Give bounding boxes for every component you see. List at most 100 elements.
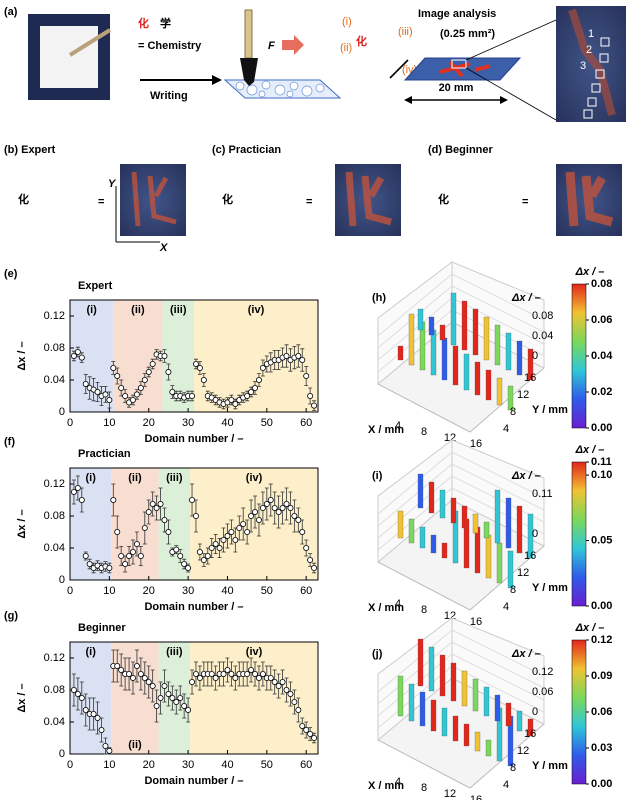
equals: = xyxy=(98,196,104,208)
x-tick-label: 40 xyxy=(221,417,233,429)
point xyxy=(288,691,293,696)
bar-3d xyxy=(418,474,423,508)
point xyxy=(284,353,289,358)
analysis-area: (0.25 mm²) xyxy=(440,28,495,40)
point xyxy=(248,667,253,672)
point xyxy=(138,385,143,390)
bar-3d xyxy=(495,695,500,721)
point xyxy=(158,695,163,700)
point xyxy=(311,565,316,570)
x-tick-label: 8 xyxy=(421,426,427,438)
y-tick-label: 0.04 xyxy=(44,542,65,554)
point xyxy=(193,513,198,518)
y-tick-label: 12 xyxy=(517,745,529,757)
colorbar-tick-label: 0.12 xyxy=(591,634,612,646)
x-tick-label: 10 xyxy=(103,417,115,429)
bar-3d xyxy=(451,663,456,701)
point xyxy=(130,397,135,402)
point xyxy=(119,385,124,390)
point xyxy=(197,365,202,370)
point xyxy=(71,489,76,494)
colorbar-title: Δx / – xyxy=(575,444,605,456)
point xyxy=(229,671,234,676)
point xyxy=(213,541,218,546)
point xyxy=(189,679,194,684)
y-tick-label: 0.04 xyxy=(44,374,65,386)
z-tick-label: 0.06 xyxy=(532,686,553,698)
domain-number: 2 xyxy=(586,44,592,56)
point xyxy=(115,529,120,534)
chart-title: Expert xyxy=(78,280,113,292)
bar-3d xyxy=(484,317,489,360)
bar-3d xyxy=(398,346,403,360)
colorbar-tick-label: 0.11 xyxy=(591,456,612,468)
x-tick-label: 50 xyxy=(261,759,273,771)
x-tick-label: 10 xyxy=(103,585,115,597)
point xyxy=(311,403,316,408)
colorbar-tick-label: 0.10 xyxy=(591,469,612,481)
panel-label: (d) Beginner xyxy=(428,144,493,156)
point xyxy=(229,529,234,534)
point xyxy=(134,392,139,397)
bar-3d xyxy=(440,325,445,340)
z-tick-label: 0.11 xyxy=(532,488,553,500)
maps: (h)Δx / –0.080.040481216161284X / mmY / … xyxy=(368,262,613,800)
arrowhead xyxy=(404,96,412,104)
point xyxy=(304,545,309,550)
region-label: (iii) xyxy=(166,646,183,658)
region-label: (i) xyxy=(86,304,97,316)
point xyxy=(170,389,175,394)
region-label: (ii) xyxy=(128,472,142,484)
y-axis-label: Y / mm xyxy=(532,404,568,416)
bar-3d xyxy=(517,506,522,553)
bar-3d xyxy=(475,362,480,395)
bar-3d xyxy=(451,498,456,523)
bar-3d xyxy=(420,692,425,726)
x-tick-label: 30 xyxy=(182,759,194,771)
figure: (a) 化 学 = Chemistry Writing F (i) (ii) (… xyxy=(0,0,630,800)
y-axis-label: Δx / – xyxy=(16,341,28,370)
bar-3d xyxy=(506,498,511,548)
y-tick-label: 8 xyxy=(510,762,516,774)
equals: = xyxy=(306,196,312,208)
point xyxy=(182,703,187,708)
point xyxy=(130,675,135,680)
point xyxy=(237,525,242,530)
x-tick-label: 0 xyxy=(67,417,73,429)
bar-3d xyxy=(429,317,434,335)
point xyxy=(272,679,277,684)
y-tick-label: 0.12 xyxy=(44,652,65,664)
x-tick-label: 8 xyxy=(421,604,427,616)
point xyxy=(256,517,261,522)
char: 学 xyxy=(160,16,171,30)
x-tick-label: 8 xyxy=(421,782,427,794)
x-tick-label: 16 xyxy=(470,794,482,800)
char: 化 xyxy=(138,16,149,30)
region-label: (ii) xyxy=(128,739,142,751)
colorbar xyxy=(572,640,586,784)
x-tick-label: 0 xyxy=(67,585,73,597)
bar-3d xyxy=(431,700,436,731)
point xyxy=(296,353,301,358)
x-tick-label: 60 xyxy=(300,585,312,597)
point xyxy=(142,377,147,382)
point xyxy=(142,525,147,530)
bar-3d xyxy=(442,708,447,736)
arrowhead xyxy=(212,75,222,85)
point xyxy=(308,557,313,562)
point xyxy=(252,385,257,390)
stroke-label: (iii) xyxy=(398,26,413,38)
char: 化 xyxy=(18,192,29,206)
bar-3d xyxy=(473,679,478,711)
point xyxy=(185,565,190,570)
point xyxy=(150,361,155,366)
z-tick-label: 0.08 xyxy=(532,310,553,322)
region xyxy=(111,642,158,754)
point xyxy=(201,377,206,382)
domain-number: 3 xyxy=(580,60,586,72)
x-axis-label: X / mm xyxy=(368,602,404,614)
bar-3d xyxy=(486,535,491,578)
point xyxy=(130,549,135,554)
analysis-title: Image analysis xyxy=(418,8,496,20)
